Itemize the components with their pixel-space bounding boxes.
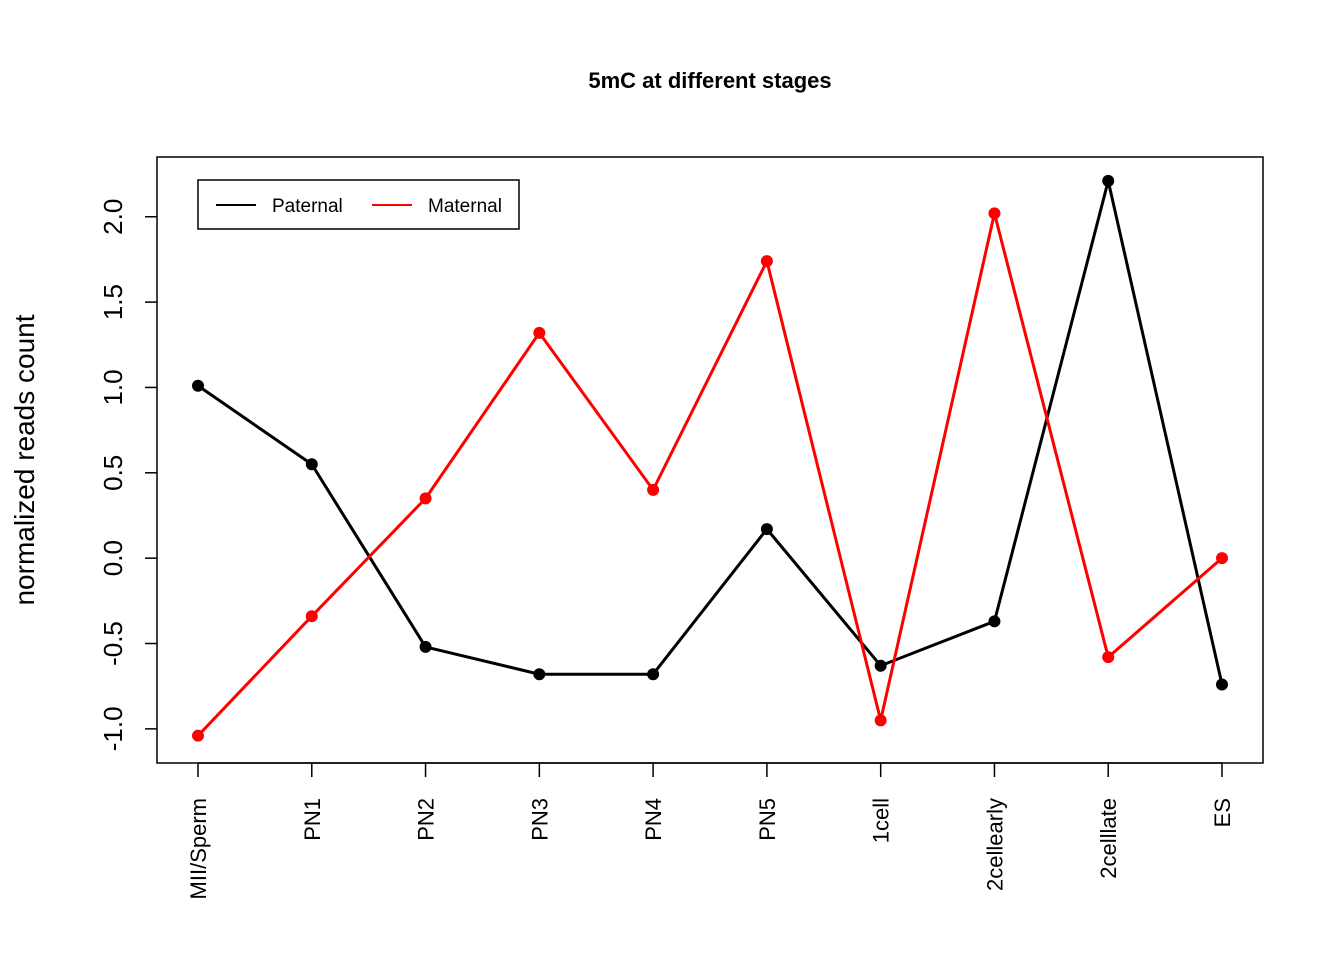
y-axis-label: normalized reads count <box>9 314 40 605</box>
x-tick-label: PN4 <box>641 798 666 841</box>
data-point-maternal <box>192 729 204 742</box>
data-point-paternal <box>419 640 432 653</box>
data-point-maternal <box>305 610 318 623</box>
data-point-paternal <box>647 668 660 681</box>
x-axis: MII/Sperm PN1 PN2 PN3 PN4 PN5 1cell 2cellearly 2… <box>186 762 1235 899</box>
data-point-paternal <box>1216 678 1228 691</box>
x-tick-label: 2celllate <box>1096 798 1121 879</box>
data-point-paternal <box>988 615 1001 628</box>
legend: Paternal Maternal <box>197 179 520 230</box>
chart-title: 5mC at different stages <box>588 68 831 93</box>
y-tick-label: 0.5 <box>98 455 128 491</box>
data-point-maternal <box>1216 552 1228 565</box>
data-point-maternal <box>533 326 546 339</box>
x-tick-label: 2cellearly <box>982 798 1007 891</box>
y-tick-label: -1.0 <box>98 706 128 751</box>
data-point-maternal <box>760 255 773 268</box>
x-tick-label: PN1 <box>300 798 325 841</box>
x-tick-label: ES <box>1210 798 1235 827</box>
x-tick-label: MII/Sperm <box>186 798 211 899</box>
data-point-maternal <box>988 207 1001 220</box>
legend-box <box>197 179 520 230</box>
y-tick-label: 1.0 <box>98 369 128 405</box>
y-axis: -1.0 -0.5 0.0 0.5 1.0 1.5 2.0 <box>98 199 157 751</box>
series-line-maternal <box>196 211 1223 737</box>
y-tick-label: 1.5 <box>98 284 128 320</box>
x-tick-label: PN3 <box>527 798 552 841</box>
y-tick-label: 2.0 <box>98 199 128 235</box>
y-tick-label: 0.0 <box>98 540 128 576</box>
series-layer <box>192 174 1228 742</box>
legend-label-maternal: Maternal <box>428 196 502 217</box>
data-point-maternal <box>419 492 432 505</box>
data-point-paternal <box>1102 174 1115 187</box>
series-line-paternal <box>197 179 1224 685</box>
y-tick-label: -0.5 <box>98 621 128 666</box>
plot-frame <box>156 156 1264 764</box>
data-point-maternal <box>647 483 660 496</box>
data-point-maternal <box>874 714 887 727</box>
data-point-maternal <box>1102 651 1115 664</box>
legend-label-paternal: Paternal <box>272 196 343 217</box>
data-point-paternal <box>874 659 887 672</box>
x-tick-label: PN2 <box>414 798 439 841</box>
data-point-paternal <box>533 668 546 681</box>
data-point-paternal <box>305 458 318 471</box>
data-point-paternal <box>192 379 204 392</box>
data-point-paternal <box>760 523 773 536</box>
x-tick-label: PN5 <box>755 798 780 841</box>
x-tick-label: 1cell <box>869 798 894 843</box>
